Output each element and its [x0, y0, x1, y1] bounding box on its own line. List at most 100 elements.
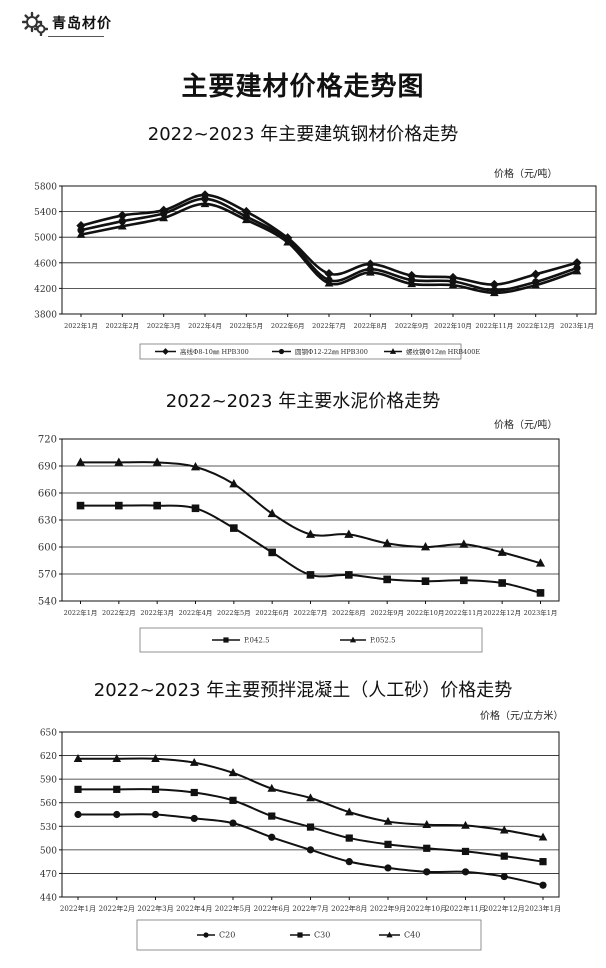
x-tick-label: 2022年10月: [406, 904, 447, 913]
y-tick-label: 620: [40, 752, 57, 762]
x-tick-label: 2022年3月: [140, 608, 174, 617]
x-tick-label: 2022年4月: [188, 321, 222, 330]
data-point: [151, 785, 160, 793]
data-point: [118, 221, 127, 230]
cement-price-chart: 540 570 600 630 660 690 720 2022年1月 2022年2月 2022年…: [38, 435, 560, 653]
x-tick-label: 2022年4月: [176, 904, 212, 913]
data-point: [114, 457, 124, 466]
x-tick-label: 2022年5月: [229, 321, 263, 330]
data-point: [151, 810, 160, 819]
x-tick-label: 2022年9月: [370, 904, 406, 913]
data-point: [345, 858, 353, 866]
x-tick-label: 2023年1月: [525, 904, 561, 913]
data-point: [383, 575, 391, 584]
legend-label: P.052.5: [370, 637, 396, 645]
data-point: [498, 579, 506, 587]
data-point: [191, 504, 200, 513]
data-point: [344, 807, 354, 816]
y-tick-label: 650: [40, 729, 57, 739]
x-tick-label: 2022年7月: [292, 904, 328, 913]
steel-price-chart: 3800 4200 4600 5000 5400 5800 2022年1月 2022年2月 20…: [34, 183, 597, 360]
data-point: [190, 461, 201, 471]
data-point: [500, 872, 508, 881]
legend-label: 螺纹钢Φ12㎜ HRB400E: [406, 347, 480, 356]
steel-chart-unit: 价格（元/吨）: [494, 169, 558, 180]
x-tick-label: 2023年1月: [560, 321, 594, 330]
data-point: [190, 814, 198, 823]
data-point: [538, 832, 548, 841]
data-point: [539, 858, 547, 866]
y-tick-label: 3800: [34, 311, 57, 321]
data-point: [159, 213, 168, 222]
data-point: [306, 571, 315, 579]
data-point: [306, 823, 315, 831]
data-point: [268, 833, 276, 841]
x-tick-label: 2022年4月: [179, 608, 213, 617]
data-point: [268, 812, 276, 820]
y-tick-label: 630: [38, 516, 57, 527]
x-tick-label: 2022年1月: [64, 608, 98, 617]
x-tick-label: 2022年12月: [484, 904, 525, 913]
data-point: [384, 864, 392, 872]
data-point: [530, 269, 541, 279]
x-tick-label: 2022年11月: [445, 904, 486, 913]
data-point: [420, 542, 431, 551]
data-point: [229, 796, 237, 804]
legend-label: C20: [219, 931, 235, 940]
data-point: [74, 810, 82, 819]
y-tick-label: 660: [38, 489, 57, 500]
data-point: [306, 846, 315, 854]
y-tick-label: 690: [38, 462, 57, 473]
y-tick-label: 4600: [34, 259, 57, 269]
y-tick-label: 5800: [34, 183, 57, 193]
x-tick-label: 2022年5月: [215, 904, 251, 913]
data-point: [572, 258, 582, 268]
data-point: [283, 237, 292, 246]
x-tick-label: 2022年9月: [395, 321, 429, 330]
data-point: [153, 501, 161, 510]
data-point: [423, 868, 431, 876]
data-point: [490, 288, 499, 297]
legend-marker: [386, 931, 393, 938]
y-tick-label: 500: [40, 846, 57, 856]
data-point: [345, 571, 353, 579]
data-point: [366, 267, 375, 276]
legend-label: 高线Φ8-10㎜ HPB300: [180, 347, 249, 356]
concrete-chart-title: 2022~2023 年主要预拌混凝土（人工砂）价格走势: [93, 680, 513, 701]
data-point: [539, 881, 547, 889]
data-point: [423, 844, 431, 852]
x-tick-label: 2022年12月: [483, 608, 521, 617]
x-tick-label: 2022年1月: [64, 321, 98, 330]
data-point: [535, 558, 546, 567]
cement-chart-title: 2022~2023 年主要水泥价格走势: [165, 391, 441, 412]
data-point: [572, 266, 582, 275]
data-point: [305, 529, 316, 538]
data-point: [267, 508, 277, 518]
data-point: [489, 279, 500, 290]
legend-box: [139, 343, 462, 360]
x-tick-label: 2022年6月: [255, 608, 289, 617]
data-point: [536, 589, 545, 597]
data-point: [421, 577, 430, 585]
legend-marker: [389, 348, 397, 354]
header-logo: 青岛材价: [22, 8, 112, 38]
y-tick-label: 570: [38, 570, 57, 581]
x-tick-label: 2022年2月: [99, 904, 135, 913]
data-point: [75, 457, 86, 466]
y-tick-label: 5000: [34, 234, 57, 244]
x-tick-label: 2022年6月: [271, 321, 305, 330]
data-point: [324, 278, 334, 287]
cement-chart-unit: 价格（元/吨）: [494, 420, 558, 431]
data-point: [151, 754, 160, 762]
legend-label: C40: [404, 931, 420, 940]
header-divider: [48, 36, 104, 37]
y-tick-label: 4200: [34, 285, 57, 295]
x-tick-label: 2022年3月: [137, 904, 173, 913]
legend-label: P.042.5: [244, 637, 270, 645]
data-point: [228, 768, 238, 777]
series-line-1: [80, 504, 541, 594]
data-point: [152, 457, 162, 466]
data-point: [461, 820, 470, 829]
data-point: [461, 868, 470, 876]
